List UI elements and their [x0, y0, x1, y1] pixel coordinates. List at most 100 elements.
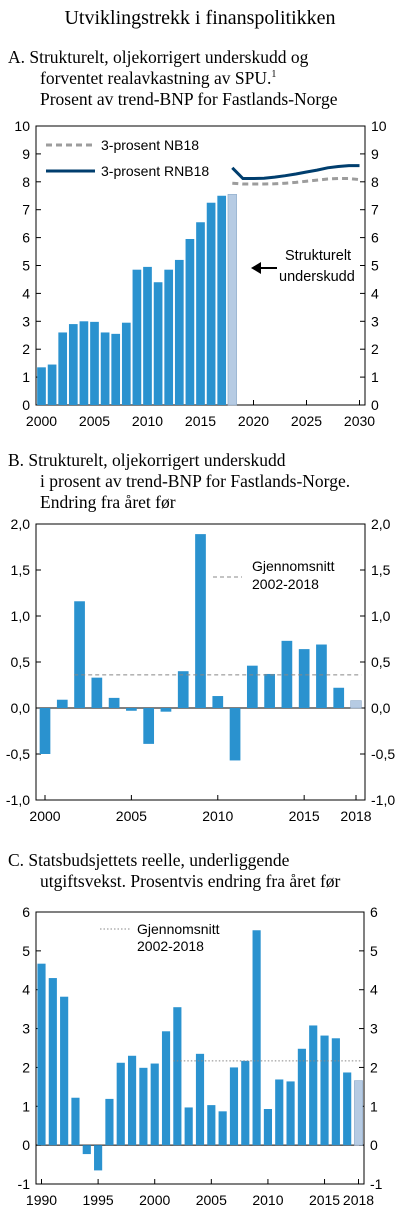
y-tick-label-right: 5 — [370, 943, 378, 959]
y-tick-label-left: 7 — [22, 202, 30, 218]
y-tick-label-left: 1 — [22, 369, 30, 385]
bar — [94, 1145, 103, 1171]
y-tick-label-right: -1,0 — [371, 792, 395, 808]
panel-a-title-line3: Prosent av trend-BNP for Fastlands-Norge — [40, 89, 338, 109]
panel-b-title: B. Strukturelt, oljekorrigert underskudd — [8, 450, 286, 470]
y-tick-label-left: 0 — [22, 397, 30, 413]
y-tick-label-right: 1 — [370, 1098, 378, 1114]
bar — [108, 697, 120, 708]
bar — [174, 259, 184, 405]
y-tick-label-left: 5 — [22, 943, 30, 959]
y-tick-label-left: 0,0 — [11, 700, 31, 716]
bar — [100, 332, 110, 405]
bar — [116, 1062, 125, 1146]
x-tick-label: 2015 — [309, 1192, 340, 1208]
y-tick-label-right: 2 — [371, 341, 379, 357]
y-tick-label-left: -1,0 — [6, 792, 30, 808]
bar — [161, 1031, 171, 1146]
bar — [195, 534, 206, 708]
y-tick-label-right: 7 — [371, 202, 379, 218]
bar — [320, 1035, 329, 1146]
panel-b-title-line2: i prosent av trend-BNP for Fastlands-Nor… — [40, 471, 350, 491]
x-tick-label: 2010 — [252, 1192, 283, 1208]
bar — [173, 1007, 182, 1146]
bar — [47, 364, 57, 405]
bar — [71, 1097, 80, 1146]
panel-a: A. Strukturelt, oljekorrigert underskudd… — [8, 47, 387, 429]
panel-a-footnote-marker: 1 — [271, 69, 276, 80]
y-tick-label-left: -0,5 — [6, 746, 30, 762]
bar — [90, 321, 99, 405]
y-tick-label-left: 6 — [22, 230, 30, 246]
bar — [252, 930, 261, 1146]
bar — [105, 1098, 114, 1146]
bar — [153, 282, 163, 405]
x-tick-label: 2000 — [29, 808, 60, 824]
y-tick-label-left: 2 — [22, 341, 30, 357]
panel-b: B. Strukturelt, oljekorrigert underskudd… — [6, 450, 395, 824]
bar — [150, 1063, 159, 1146]
x-tick-label: 2015 — [289, 808, 320, 824]
annotation-label-line1: Strukturelt — [285, 248, 351, 264]
bar — [218, 1111, 227, 1146]
y-tick-label-left: 8 — [22, 174, 30, 190]
panel-a-title-line2: forventet realavkastning av SPU.1 — [40, 68, 276, 88]
y-tick-label-left: 0,5 — [11, 654, 31, 670]
bar — [217, 195, 227, 405]
panel-a-title: A. Strukturelt, oljekorrigert underskudd… — [8, 47, 309, 67]
y-tick-label-right: 0 — [371, 397, 379, 413]
bar — [79, 321, 89, 405]
bar — [37, 367, 46, 405]
bar — [229, 1067, 239, 1146]
panel-c-title-line2: utgiftsvekst. Prosentvis endring fra åre… — [40, 871, 341, 891]
y-tick-label-right: 4 — [371, 285, 379, 301]
x-tick-label: 1995 — [83, 1192, 114, 1208]
x-tick-label: 2015 — [185, 413, 216, 429]
series-line-rnb18 — [231, 164, 360, 180]
x-tick-label: 2018 — [340, 808, 371, 824]
y-tick-label-right: 3 — [370, 1021, 378, 1037]
bar — [126, 708, 137, 711]
y-tick-label-left: 4 — [22, 982, 30, 998]
bar — [263, 1109, 273, 1146]
bar — [298, 649, 310, 708]
average-legend-label-line1: Gjennomsnitt — [137, 921, 220, 937]
average-legend-label-line2: 2002-2018 — [137, 938, 204, 954]
bar — [121, 322, 131, 405]
y-tick-label-right: 1 — [371, 369, 379, 385]
y-tick-label-right: 6 — [370, 904, 378, 920]
y-tick-label-left: 4 — [22, 285, 30, 301]
y-tick-label-right: 1,0 — [371, 608, 391, 624]
bar — [68, 324, 78, 405]
y-tick-label-left: 10 — [14, 118, 30, 134]
series-line-nb18 — [232, 177, 360, 186]
x-tick-label: 2018 — [343, 1192, 374, 1208]
bar — [56, 699, 68, 708]
x-tick-label: 2000 — [139, 1192, 170, 1208]
x-tick-label: 2030 — [344, 413, 375, 429]
y-tick-label-left: 1,5 — [11, 562, 31, 578]
bar — [39, 708, 51, 754]
bar — [207, 1105, 216, 1146]
page-title: Utviklingstrekk i finanspolitikken — [64, 7, 335, 29]
bar — [58, 332, 68, 405]
average-legend-label-line1: Gjennomsnitt — [252, 558, 335, 574]
y-tick-label-left: 1,0 — [11, 608, 31, 624]
y-tick-label-right: 5 — [371, 258, 379, 274]
bar — [195, 1053, 205, 1146]
bar — [74, 601, 85, 708]
y-tick-label-left: 6 — [22, 904, 30, 920]
bar — [309, 1025, 318, 1146]
x-tick-label: 2000 — [26, 413, 57, 429]
y-tick-label-right: 1,5 — [371, 562, 391, 578]
annotation-label-line2: underskudd — [279, 269, 355, 285]
bar — [184, 1107, 193, 1146]
bar — [196, 222, 205, 405]
bar — [127, 1055, 137, 1146]
bar — [82, 1145, 91, 1155]
bar — [333, 687, 345, 708]
bar — [229, 708, 241, 761]
bar — [111, 333, 121, 405]
annotation-arrow-head — [251, 262, 261, 274]
